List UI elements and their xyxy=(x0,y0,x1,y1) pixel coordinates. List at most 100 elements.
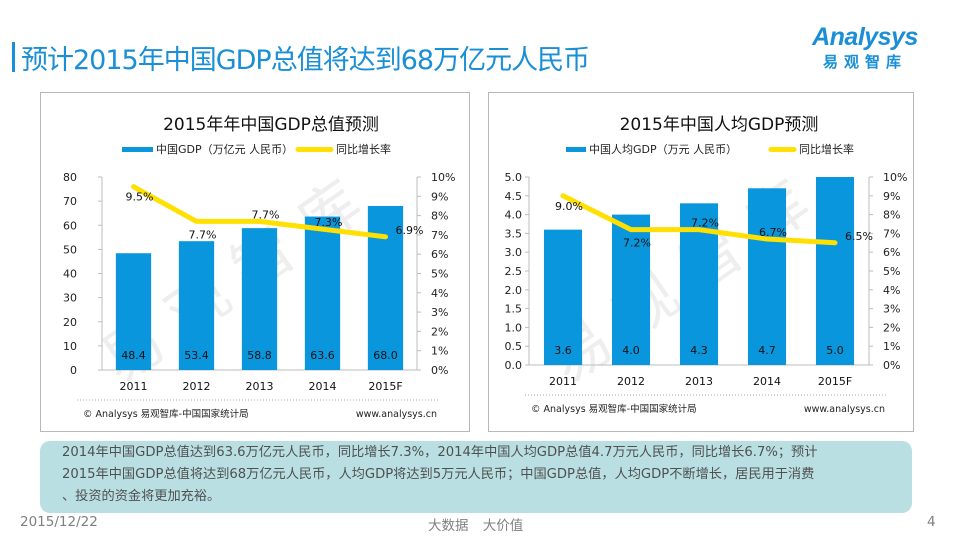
x-axis-tick-label: 2013 xyxy=(246,380,274,393)
left-axis-tick-label: 3.5 xyxy=(505,227,523,240)
bar-value-label: 58.8 xyxy=(247,349,272,362)
right-axis-tick-label: 5% xyxy=(883,265,900,278)
page-number: 4 xyxy=(927,514,936,530)
right-axis-tick-label: 7% xyxy=(883,227,900,240)
bar xyxy=(241,228,278,370)
left-axis-tick-label: 4.5 xyxy=(505,190,523,203)
growth-rate-label: 7.2% xyxy=(623,237,651,250)
right-axis-tick-label: 0% xyxy=(883,359,900,372)
right-axis-tick-label: 8% xyxy=(431,210,448,223)
logo-wordmark: Analysys xyxy=(812,23,918,51)
left-axis-tick-label: 0 xyxy=(70,364,77,377)
left-axis-tick-label: 2.5 xyxy=(505,265,523,278)
growth-rate-label: 7.7% xyxy=(252,208,280,221)
bar xyxy=(747,188,787,365)
right-axis-tick-label: 4% xyxy=(431,287,448,300)
footer-slogan: 大数据 大价值 xyxy=(428,518,524,534)
left-axis-tick-label: 5.0 xyxy=(505,171,523,184)
x-axis-tick-label: 2015F xyxy=(368,380,402,393)
analysys-logo: Analysys 易观智库 xyxy=(790,22,940,86)
left-axis-tick-label: 0.0 xyxy=(505,359,523,372)
left-axis-tick-label: 0.5 xyxy=(505,340,523,353)
x-axis-tick-label: 2011 xyxy=(120,380,148,393)
slide-title: 预计2015年中国GDP总值将达到68万亿元人民币 xyxy=(21,44,590,76)
x-axis-tick-label: 2011 xyxy=(549,375,577,388)
legend-label-line: 同比增长率 xyxy=(799,142,854,156)
growth-rate-label: 6.7% xyxy=(759,226,787,239)
bar-value-label: 48.4 xyxy=(121,349,146,362)
bar-value-label: 3.6 xyxy=(554,344,572,357)
bar xyxy=(178,241,215,370)
right-axis-tick-label: 2% xyxy=(431,325,448,338)
gdp-total-chart-panel: 易观智库 2015年年中国GDP总值预测 中国GDP（万亿元 人民币） 同比增长率 0 1… xyxy=(40,92,470,432)
x-axis-tick-label: 2012 xyxy=(617,375,645,388)
website-note: www.analysys.cn xyxy=(356,409,437,420)
legend-swatch-bar xyxy=(122,147,153,152)
x-axis-tick-label: 2012 xyxy=(183,380,211,393)
growth-rate-label: 6.5% xyxy=(845,230,873,243)
left-axis-tick-label: 2.0 xyxy=(505,284,523,297)
bar-value-label: 68.0 xyxy=(373,349,398,362)
bar-value-label: 5.0 xyxy=(826,344,844,357)
right-axis-tick-label: 0% xyxy=(431,364,448,377)
growth-rate-label: 9.0% xyxy=(555,200,583,213)
bar xyxy=(611,214,651,365)
growth-rate-label: 9.5% xyxy=(126,191,154,204)
right-axis-tick-label: 9% xyxy=(883,190,900,203)
right-axis-tick-label: 6% xyxy=(431,248,448,261)
growth-rate-label: 7.3% xyxy=(315,216,343,229)
bar-value-label: 53.4 xyxy=(184,349,209,362)
right-axis-tick-label: 10% xyxy=(883,171,907,184)
title-accent-bar xyxy=(12,42,15,72)
left-axis-tick-label: 3.0 xyxy=(505,246,523,259)
left-axis-tick-label: 30 xyxy=(63,292,77,305)
left-axis-tick-label: 70 xyxy=(63,195,77,208)
right-axis-tick-label: 4% xyxy=(883,284,900,297)
bar xyxy=(543,229,583,365)
bar-value-label: 4.7 xyxy=(758,344,776,357)
source-note: © Analysys 易观智库-中国国家统计局 xyxy=(531,403,697,415)
right-axis-tick-label: 2% xyxy=(883,321,900,334)
summary-text: 2014年中国GDP总值达到63.6万亿元人民币，同比增长7.3%，2014年中… xyxy=(62,445,818,504)
legend-label-line: 同比增长率 xyxy=(336,142,391,156)
slide-title-bar: 预计2015年中国GDP总值将达到68万亿元人民币 xyxy=(12,40,590,76)
right-axis-tick-label: 10% xyxy=(431,171,455,184)
right-axis-tick-label: 1% xyxy=(431,345,448,358)
source-note: © Analysys 易观智库-中国国家统计局 xyxy=(83,408,249,420)
right-axis-tick-label: 8% xyxy=(883,209,900,222)
summary-box: 2014年中国GDP总值达到63.6万亿元人民币，同比增长7.3%，2014年中… xyxy=(40,441,912,513)
gdp-per-capita-chart-panel: 易观智库2015年中国人均GDP预测中国人均GDP（万元 人民币）同比增长率0.… xyxy=(488,92,914,432)
left-axis-tick-label: 1.5 xyxy=(505,303,523,316)
logo-subtitle: 易观智库 xyxy=(822,53,907,71)
left-axis-tick-label: 80 xyxy=(63,171,77,184)
bar-value-label: 4.0 xyxy=(622,344,640,357)
right-axis-tick-label: 3% xyxy=(431,306,448,319)
right-axis-tick-label: 7% xyxy=(431,229,448,242)
right-axis-tick-label: 9% xyxy=(431,190,448,203)
bar-value-label: 63.6 xyxy=(310,349,335,362)
left-axis-tick-label: 20 xyxy=(63,316,77,329)
website-note: www.analysys.cn xyxy=(804,404,885,415)
chart-title: 2015年中国人均GDP预测 xyxy=(620,115,819,135)
left-axis-tick-label: 10 xyxy=(63,340,77,353)
gdp-per-capita-chart: 易观智库2015年中国人均GDP预测中国人均GDP（万元 人民币）同比增长率0.… xyxy=(505,115,908,415)
x-axis-tick-label: 2015F xyxy=(818,375,852,388)
legend-label-bar: 中国GDP（万亿元 人民币） xyxy=(156,143,293,156)
growth-rate-label: 6.9% xyxy=(396,224,424,237)
left-axis-tick-label: 1.0 xyxy=(505,321,523,334)
x-axis-tick-label: 2014 xyxy=(309,380,337,393)
growth-rate-label: 7.2% xyxy=(691,217,719,230)
bar xyxy=(115,253,152,370)
right-axis-tick-label: 1% xyxy=(883,340,900,353)
right-axis-tick-label: 3% xyxy=(883,303,900,316)
left-axis-tick-label: 4.0 xyxy=(505,209,523,222)
left-axis-tick-label: 40 xyxy=(63,268,77,281)
x-axis-tick-label: 2014 xyxy=(753,375,781,388)
left-axis-tick-label: 50 xyxy=(63,243,77,256)
bar-value-label: 4.3 xyxy=(690,344,708,357)
bar xyxy=(815,177,855,365)
bar xyxy=(304,216,341,370)
growth-rate-label: 7.7% xyxy=(189,228,217,241)
x-axis-tick-label: 2013 xyxy=(685,375,713,388)
